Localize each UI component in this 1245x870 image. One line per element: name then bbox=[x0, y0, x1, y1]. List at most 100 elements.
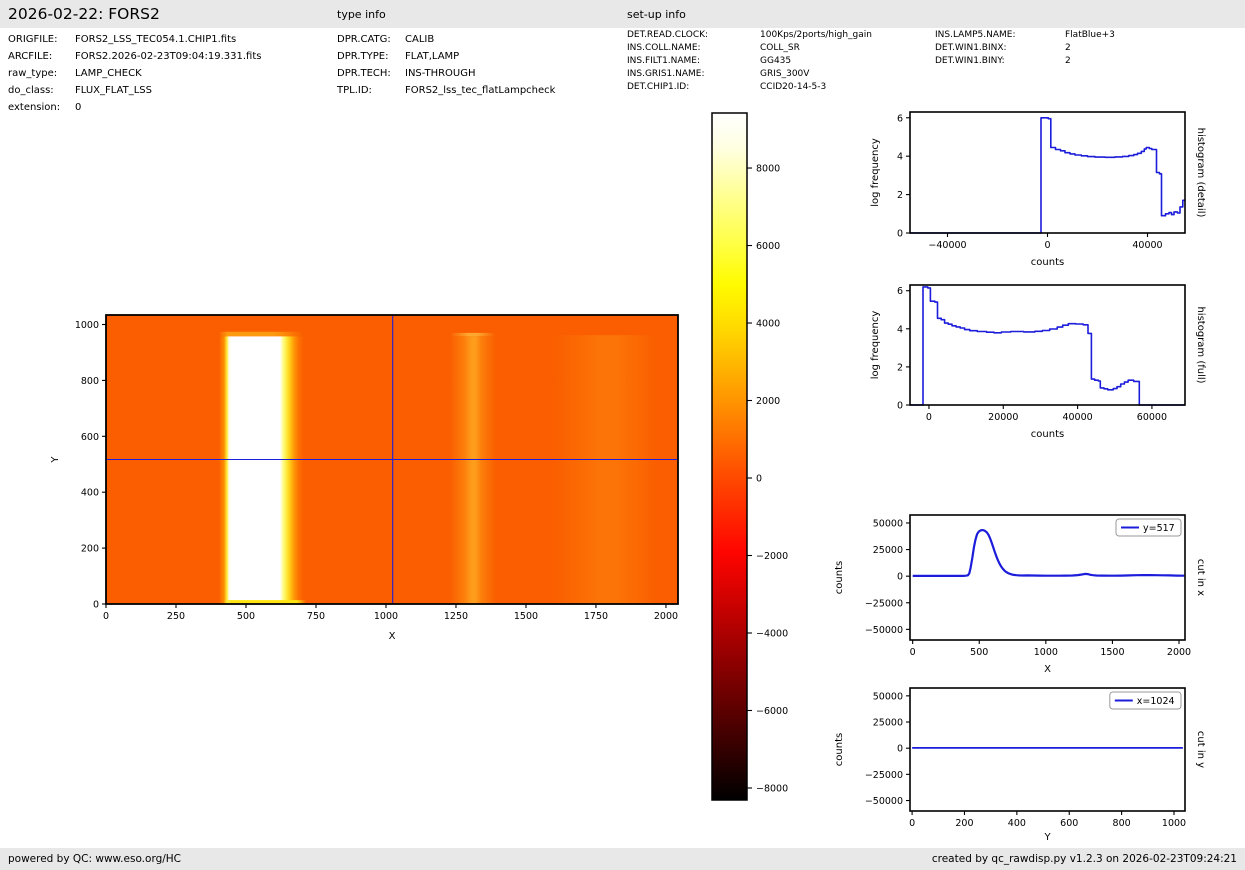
y-tick-label: 0 bbox=[897, 572, 903, 583]
y-tick-label: −25000 bbox=[865, 598, 903, 609]
colorbar-tick-label: −8000 bbox=[756, 783, 788, 794]
histogram-detail-curve bbox=[910, 117, 1185, 234]
faint-band-1300 bbox=[449, 336, 496, 604]
info-label: ORIGFILE: bbox=[8, 34, 58, 45]
type-info-column: DPR.CATG: CALIB DPR.TYPE: FLAT,LAMP DPR.TECH… bbox=[337, 31, 555, 99]
y-tick-label: 4 bbox=[897, 152, 903, 163]
plot-frame bbox=[105, 314, 679, 605]
x-tick-label: 500 bbox=[970, 647, 988, 658]
info-label: INS.GRIS1.NAME: bbox=[627, 69, 705, 79]
setup-info-column-1: DET.READ.CLOCK: 100Kps/2ports/high_gain IN… bbox=[627, 29, 872, 94]
colorbar-tick-label: 0 bbox=[756, 474, 762, 485]
histogram-detail-plot: −40000 0 40000 0 2 4 6 counts log frequency histo… bbox=[870, 111, 1206, 268]
x-tick-label: 1500 bbox=[514, 611, 538, 622]
footer-bar: powered by QC: www.eso.org/HC created by… bbox=[0, 848, 1245, 870]
y-axis-label: Y bbox=[50, 456, 61, 464]
y-tick-label: 50000 bbox=[873, 691, 903, 702]
file-info-column: ORIGFILE: FORS2_LSS_TEC054.1.CHIP1.fits AR… bbox=[8, 31, 261, 116]
y-tick-label: 6 bbox=[897, 286, 903, 297]
info-value: FORS2_LSS_TEC054.1.CHIP1.fits bbox=[75, 34, 237, 45]
y-tick-label: 600 bbox=[81, 432, 99, 443]
info-label: raw_type: bbox=[8, 68, 58, 79]
x-tick-label: 0 bbox=[910, 647, 916, 658]
header-bar: 2026-02-22: FORS2 type info set-up info bbox=[0, 0, 1245, 28]
info-value: 100Kps/2ports/high_gain bbox=[760, 30, 872, 40]
info-label: DPR.TECH: bbox=[337, 68, 391, 79]
info-label: TPL.ID: bbox=[337, 85, 372, 96]
info-label: do_class: bbox=[8, 85, 54, 96]
y-tick-label: −50000 bbox=[865, 625, 903, 636]
right-axis-label: cut in x bbox=[1195, 559, 1206, 596]
cut-in-x-plot: 0 500 1000 1500 2000 −50000 −25000 0 25000 50000 X… bbox=[834, 514, 1206, 675]
x-tick-label: 0 bbox=[103, 611, 109, 622]
x-tick-label: 2000 bbox=[1167, 647, 1191, 658]
y-tick-label: 4 bbox=[897, 324, 903, 335]
y-axis-label: log frequency bbox=[870, 138, 881, 207]
cut-in-x-curve bbox=[912, 528, 1185, 578]
x-axis-label: X bbox=[1044, 664, 1051, 675]
bottom-bright-line bbox=[223, 600, 307, 604]
info-value: LAMP_CHECK bbox=[75, 68, 142, 79]
right-axis-label: histogram (detail) bbox=[1195, 128, 1206, 218]
info-label: DET.READ.CLOCK: bbox=[627, 30, 709, 40]
y-tick-label: −50000 bbox=[865, 796, 903, 807]
x-tick-label: 800 bbox=[1113, 818, 1131, 829]
info-label: INS.LAMP5.NAME: bbox=[935, 30, 1016, 40]
plot-frame bbox=[909, 514, 1186, 641]
info-label: DET.WIN1.BINX: bbox=[935, 43, 1007, 53]
x-tick-label: 40000 bbox=[1132, 240, 1162, 251]
x-tick-label: 1000 bbox=[1034, 647, 1058, 658]
raw-image-panel: 0 250 500 750 1000 1250 1500 1750 2000 0 200 400 600… bbox=[50, 314, 679, 642]
right-axis-label: cut in y bbox=[1195, 731, 1206, 768]
x-axis-label: counts bbox=[1031, 257, 1064, 268]
info-value: FlatBlue+3 bbox=[1065, 30, 1115, 40]
info-label: DPR.TYPE: bbox=[337, 51, 389, 62]
y-axis-label: log frequency bbox=[870, 311, 881, 380]
info-value: INS-THROUGH bbox=[405, 68, 476, 79]
y-tick-label: 2 bbox=[897, 190, 903, 201]
info-value: CALIB bbox=[405, 34, 435, 45]
x-tick-label: 60000 bbox=[1137, 412, 1167, 423]
faint-band-1300-top-edge bbox=[449, 332, 496, 337]
colorbar: 8000 6000 4000 2000 0 −2000 −4000 −6000 −8000 bbox=[711, 112, 788, 801]
x-tick-label: 0 bbox=[909, 818, 915, 829]
x-tick-label: 1500 bbox=[1100, 647, 1124, 658]
x-tick-label: 40000 bbox=[1062, 412, 1092, 423]
info-value: COLL_SR bbox=[760, 43, 800, 53]
page-title: 2026-02-22: FORS2 bbox=[8, 5, 160, 23]
setup-info-section-label: set-up info bbox=[627, 8, 686, 21]
x-tick-label: −40000 bbox=[928, 240, 966, 251]
y-tick-label: 0 bbox=[93, 600, 99, 611]
info-label: DET.CHIP1.ID: bbox=[627, 82, 690, 92]
info-label: DET.WIN1.BINY: bbox=[935, 56, 1005, 66]
info-value: 2 bbox=[1065, 43, 1071, 53]
x-tick-label: 2000 bbox=[654, 611, 678, 622]
plot-frame bbox=[909, 687, 1186, 812]
info-value: 2 bbox=[1065, 56, 1071, 66]
legend-box bbox=[1115, 518, 1182, 537]
setup-info-column-2: INS.LAMP5.NAME: FlatBlue+3 DET.WIN1.BINX: 2… bbox=[935, 29, 1115, 68]
info-label: extension: bbox=[8, 102, 61, 113]
histogram-full-curve bbox=[910, 286, 1185, 406]
colorbar-tick-label: −6000 bbox=[756, 706, 788, 717]
y-tick-label: −25000 bbox=[865, 770, 903, 781]
plot-frame bbox=[711, 112, 748, 801]
legend-label: x=1024 bbox=[1137, 696, 1175, 707]
info-label: INS.FILT1.NAME: bbox=[627, 56, 701, 66]
colorbar-tick-label: −2000 bbox=[756, 551, 788, 562]
y-tick-label: 6 bbox=[897, 113, 903, 124]
bright-flat-band-top-edge bbox=[218, 331, 304, 337]
y-tick-label: 0 bbox=[897, 744, 903, 755]
y-tick-label: 25000 bbox=[873, 545, 903, 556]
y-tick-label: 2 bbox=[897, 362, 903, 373]
x-tick-label: 20000 bbox=[988, 412, 1018, 423]
x-tick-label: 500 bbox=[237, 611, 255, 622]
info-value: GG435 bbox=[760, 56, 792, 66]
x-axis-label: counts bbox=[1031, 429, 1064, 440]
info-value: GRIS_300V bbox=[760, 69, 810, 79]
footer-right-text: created by qc_rawdisp.py v1.2.3 on 2026-… bbox=[931, 853, 1237, 865]
legend-label: y=517 bbox=[1143, 523, 1175, 534]
y-tick-label: 50000 bbox=[873, 518, 903, 529]
x-tick-label: 200 bbox=[955, 818, 973, 829]
